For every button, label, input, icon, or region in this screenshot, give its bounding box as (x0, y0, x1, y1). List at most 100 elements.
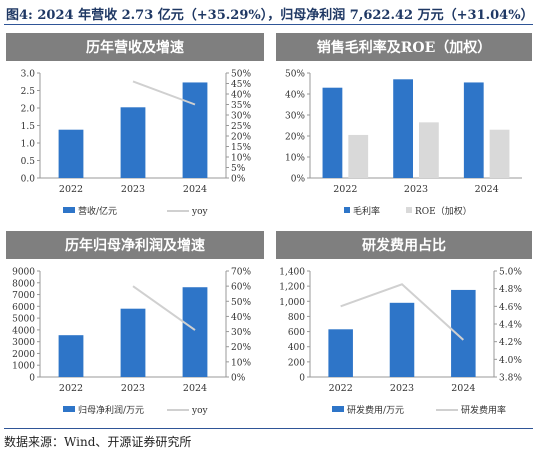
x-tick-label: 2023 (404, 184, 428, 195)
chart-revenue: 历年营收及增速 0.0 0.5 1.0 1.5 2.0 2.5 3.0 0% 5% 10% 15% 20… (6, 33, 264, 225)
figure-title: 图4: 2024 年营收 2.73 亿元（+35.29%），归母净利润 7,62… (6, 8, 534, 23)
y-tick-label-left: 400 (288, 343, 305, 353)
y-tick-label-left: 0.5 (21, 157, 36, 167)
y-tick-label-left: 6000 (12, 303, 35, 313)
chart-title: 历年归母净利润及增速 (65, 237, 205, 254)
y-tick-label-right: 25% (231, 122, 251, 132)
y-tick-label-right: 50% (231, 70, 251, 80)
chart-title: 销售毛利率及ROE（加权） (317, 39, 492, 56)
y-tick-label-left: 9000 (12, 268, 35, 278)
y-tick-label-right: 10% (231, 154, 251, 164)
legend-label: yoy (191, 207, 209, 217)
bar (389, 302, 415, 377)
y-tick-label-right: 4.4% (499, 321, 522, 331)
y-tick-label-left: 200 (288, 358, 305, 368)
chart-svg: 研发费用占比 0 200 400 600 800 1,000 1,200 1,400 3.8% 4.… (276, 231, 532, 416)
y-tick-label-right: 40% (231, 91, 251, 101)
y-tick-label-right: 40% (231, 313, 251, 323)
bar (182, 82, 208, 178)
y-tick-label-right: 10% (231, 358, 251, 368)
y-tick-label-left: 30% (285, 112, 305, 122)
y-tick-label-left: 5000 (12, 315, 35, 325)
y-tick-label-left: 3000 (12, 338, 35, 348)
y-tick-label-right: 35% (231, 101, 251, 111)
bar (182, 287, 208, 377)
title-rule (4, 24, 533, 25)
y-tick-label-right: 4.0% (499, 356, 522, 366)
y-tick-label-right: 3.8% (499, 374, 522, 384)
x-tick-label: 2024 (183, 383, 207, 394)
y-tick-label-left: 8000 (12, 279, 35, 289)
x-tick-label: 2024 (451, 383, 475, 394)
x-tick-label: 2023 (390, 383, 414, 394)
x-tick-label: 2024 (475, 184, 499, 195)
y-tick-label-left: 1,000 (279, 298, 305, 308)
bar (489, 129, 510, 178)
y-tick-label-right: 20% (231, 133, 251, 143)
bar (348, 134, 369, 178)
bar (120, 308, 146, 377)
y-tick-label-left: 1.5 (21, 122, 36, 132)
y-tick-label-right: 70% (231, 268, 251, 278)
legend-label: 归母净利润/万元 (78, 404, 144, 416)
y-tick-label-left: 600 (288, 328, 305, 338)
x-tick-label: 2022 (329, 383, 353, 394)
y-tick-label-left: 2.0 (21, 105, 36, 115)
y-tick-label-left: 1000 (12, 362, 35, 372)
legend-swatch-bar (63, 207, 75, 213)
y-tick-label-left: 20% (285, 133, 305, 143)
x-tick-label: 2022 (333, 184, 357, 195)
chart-title: 历年营收及增速 (86, 39, 184, 56)
x-tick-label: 2023 (121, 383, 145, 394)
bar (58, 129, 84, 178)
x-tick-label: 2024 (183, 184, 207, 195)
y-tick-label-right: 5.0% (499, 268, 522, 278)
legend-label: yoy (191, 406, 209, 416)
y-tick-label-left: 0.0 (21, 175, 36, 185)
y-tick-label-right: 30% (231, 328, 251, 338)
legend-swatch-bar (406, 207, 412, 213)
y-tick-label-left: 10% (285, 154, 305, 164)
series-line (132, 80, 196, 106)
chart-header (276, 231, 532, 259)
bar (393, 79, 413, 178)
y-tick-label-left: 4000 (12, 326, 35, 336)
legend-label: 研发费用率 (461, 404, 506, 416)
bar (463, 82, 484, 178)
x-tick-label: 2022 (59, 383, 83, 394)
bar (419, 122, 439, 178)
y-tick-label-left: 2000 (12, 350, 35, 360)
source-note: 数据来源：Wind、开源证券研究所 (4, 435, 192, 449)
bar (322, 87, 343, 178)
y-tick-label-right: 50% (231, 298, 251, 308)
y-tick-label-left: 50% (285, 70, 305, 80)
y-tick-label-right: 0% (231, 175, 246, 185)
chart-net-profit: 历年归母净利润及增速 0 1000 2000 3000 4000 5000 6000 7000 8… (6, 231, 264, 424)
chart-header (276, 33, 532, 61)
bar (120, 107, 146, 178)
y-tick-label-left: 0 (29, 374, 35, 384)
legend-label: 毛利率 (353, 205, 380, 217)
y-tick-label-left: 40% (285, 91, 305, 101)
chart-svg: 销售毛利率及ROE（加权） 0% 10% 20% 30% 40% 50% 2022 2023 20… (276, 33, 532, 217)
bar (328, 329, 353, 377)
series-line (132, 285, 196, 331)
legend-swatch-bar (344, 207, 350, 213)
bar (451, 289, 476, 377)
chart-title: 研发费用占比 (362, 237, 446, 254)
legend-swatch-bar (332, 406, 344, 412)
chart-margin-roe: 销售毛利率及ROE（加权） 0% 10% 20% 30% 40% 50% 2022 2023 20… (276, 33, 532, 225)
y-tick-label-right: 30% (231, 112, 251, 122)
y-tick-label-left: 800 (288, 313, 305, 323)
y-tick-label-right: 0% (231, 374, 246, 384)
chart-svg: 历年营收及增速0.00.51.01.52.02.53.00%5%10%15%20… (6, 33, 264, 217)
y-tick-label-left: 1,200 (279, 283, 305, 293)
legend-label: 营收/亿元 (78, 205, 117, 217)
series-line (340, 283, 465, 341)
y-tick-label-right: 4.8% (499, 285, 522, 295)
y-tick-label-left: 3.0 (21, 70, 36, 80)
y-tick-label-right: 4.2% (499, 338, 522, 348)
y-tick-label-left: 0 (299, 374, 305, 384)
y-tick-label-right: 4.6% (499, 303, 522, 313)
